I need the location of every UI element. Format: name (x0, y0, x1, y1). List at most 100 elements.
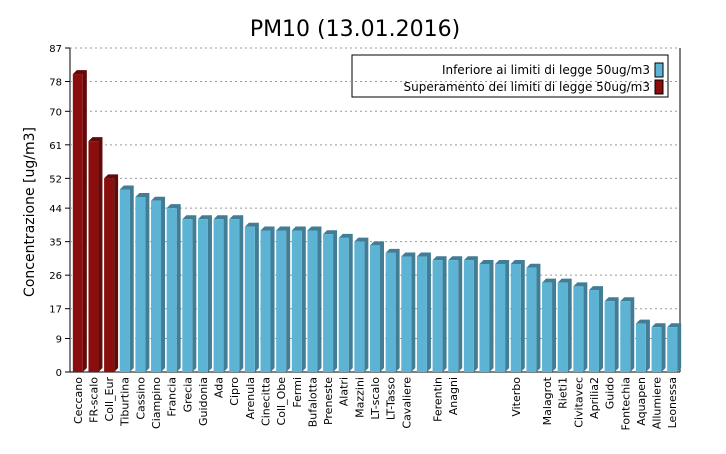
bar-depth (463, 256, 478, 372)
bar-face (323, 234, 334, 372)
bar-face (88, 141, 99, 372)
bar-face (260, 230, 271, 372)
bar-depth (588, 286, 603, 372)
bar-face (135, 196, 146, 372)
bar-depth (510, 260, 525, 372)
x-tick-label: Viterbo (510, 377, 523, 417)
legend-label: Superamento dei limiti di legge 50ug/m3 (403, 80, 650, 94)
bar (416, 252, 431, 372)
x-tick-label: Cinecitta (260, 377, 273, 426)
bar-face (401, 256, 412, 372)
bar-face (197, 219, 208, 372)
bar-depth (119, 185, 134, 372)
bar (104, 174, 119, 372)
chart-title: PM10 (13.01.2016) (250, 17, 460, 42)
x-tick-label: Malagrot (541, 376, 554, 425)
y-tick-label: 52 (49, 174, 62, 185)
x-tick-label: Alatri (338, 377, 351, 406)
x-tick-label: Cavaliere (400, 377, 413, 429)
bar-face (573, 286, 584, 372)
bar-face (604, 301, 615, 372)
bar-depth (635, 319, 650, 372)
x-tick-label: Preneste (322, 377, 335, 425)
bar-depth (197, 215, 212, 372)
bar-depth (104, 174, 119, 372)
bar (229, 215, 244, 372)
y-tick-label: 17 (49, 305, 62, 316)
y-tick-label: 44 (49, 204, 62, 215)
x-tick-label: LT-scalo (369, 377, 382, 420)
bar-depth (604, 297, 619, 372)
y-tick-label: 0 (56, 368, 62, 379)
bar (604, 297, 619, 372)
bar-face (526, 267, 537, 372)
bar-face (276, 230, 287, 372)
bar-depth (307, 226, 322, 372)
bar-depth (72, 70, 87, 372)
bar (370, 241, 384, 372)
bar (135, 192, 150, 372)
x-tick-label: Francia (166, 377, 179, 417)
bar-depth (557, 278, 572, 372)
bar-face (370, 245, 380, 372)
bar-depth (432, 256, 447, 372)
bar-depth (385, 248, 400, 372)
bar (119, 185, 134, 372)
bar-face (166, 208, 177, 372)
x-tick-label: Guidonia (197, 377, 210, 426)
bar (495, 260, 510, 372)
bar-face (182, 219, 193, 372)
y-tick-label: 78 (49, 78, 62, 89)
bar-face (338, 237, 349, 372)
bar-face (213, 219, 224, 372)
bar-face (635, 323, 646, 372)
x-tick-label: LT-Tasso (385, 377, 398, 420)
x-tick-label: Civitavec (572, 377, 585, 428)
bar-face (354, 241, 365, 372)
bar (432, 256, 447, 372)
bar-depth (354, 237, 369, 372)
bar-face (479, 264, 490, 372)
y-tick-label: 9 (56, 334, 62, 345)
bar-depth (151, 196, 166, 372)
bar-face (104, 178, 115, 372)
bar (151, 196, 166, 372)
x-tick-label: Ferentin (432, 377, 445, 422)
bar (307, 226, 322, 372)
bar-depth (416, 252, 431, 372)
x-tick-label: Bufalotta (306, 377, 319, 427)
bar-face (557, 282, 568, 372)
bar-face (495, 264, 506, 372)
x-tick-label: Fontechia (619, 377, 632, 431)
bar (213, 215, 228, 372)
bar (276, 226, 291, 372)
bar (166, 204, 181, 372)
bar-face (542, 282, 553, 372)
bar (526, 263, 541, 372)
bar-face (432, 260, 443, 372)
bar (557, 278, 572, 372)
legend-swatch (654, 79, 664, 95)
legend-swatch (654, 62, 664, 78)
x-tick-label: Ceccano (72, 377, 85, 424)
bar-depth (88, 137, 103, 372)
bar (635, 319, 650, 372)
x-tick-label: Aquapen (635, 377, 648, 426)
y-tick-label: 26 (49, 271, 62, 282)
bar-face (229, 219, 240, 372)
bar (510, 260, 525, 372)
x-tick-label: Cipro (228, 377, 241, 406)
bar-depth (244, 222, 259, 372)
x-tick-label: Rieti1 (557, 377, 570, 409)
bar (72, 70, 87, 372)
bar (354, 237, 369, 372)
bar (542, 278, 557, 372)
x-tick-label: Arenula (244, 377, 257, 419)
x-tick-label: Coll_Obe (275, 377, 288, 426)
bar (260, 226, 275, 372)
bar-depth (338, 233, 353, 372)
bar-depth (166, 204, 181, 372)
bar (588, 286, 603, 372)
bar (182, 215, 197, 372)
